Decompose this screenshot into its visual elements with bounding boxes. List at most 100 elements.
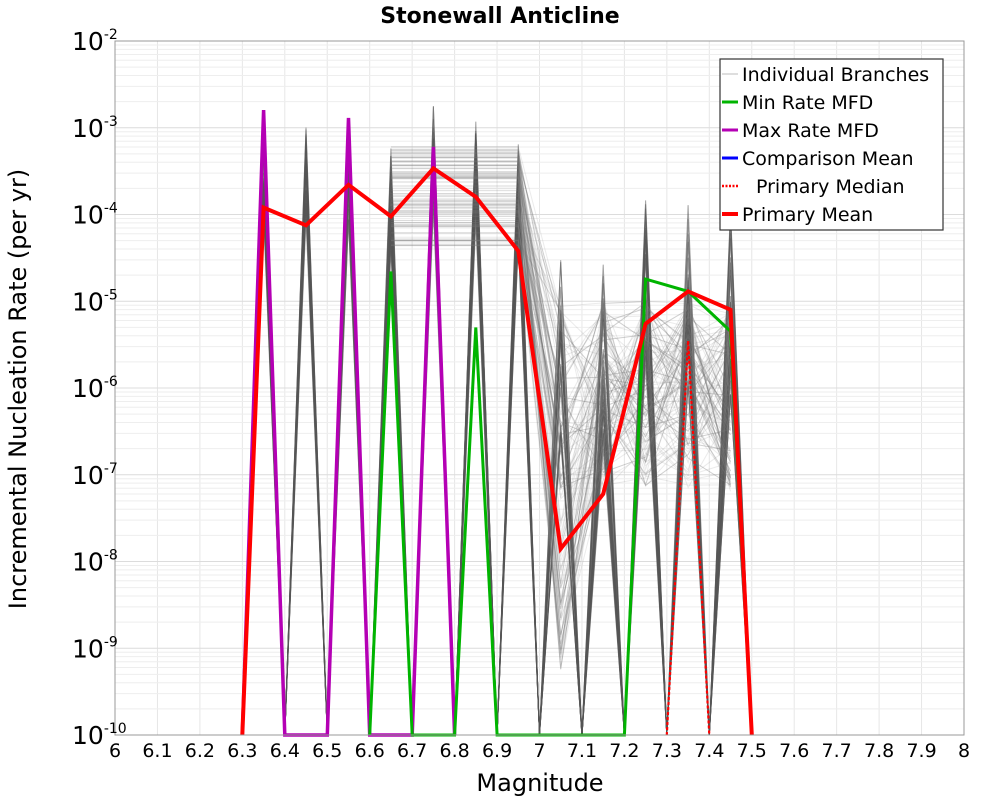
branch-connector-line [390, 161, 731, 491]
branch-connector-line [390, 204, 731, 464]
branch-spike-line [539, 310, 583, 736]
branch-connector-line [390, 226, 731, 419]
branch-connector-line [390, 210, 731, 459]
branch-connector-line [390, 156, 731, 668]
branch-connector-line [390, 199, 731, 638]
branch-connector-line [390, 185, 731, 636]
branch-connector-line [390, 167, 731, 524]
branch-connector-line [390, 236, 731, 452]
branch-connector-line [390, 244, 731, 570]
x-tick-label: 7.6 [779, 740, 809, 762]
x-tick-label: 7.2 [609, 740, 639, 762]
branch-connector-line [390, 232, 731, 407]
branch-connector-line [390, 193, 731, 603]
x-tick-label: 6.4 [270, 740, 300, 762]
branch-connector-line [390, 240, 731, 489]
legend-label-primary-median: Primary Median [756, 176, 905, 198]
y-tick-labels: 10-2 10-3 10-4 10-5 10-6 10-7 10-8 10-9 10-10 [72, 27, 127, 750]
x-tick-label: 8 [958, 740, 970, 762]
branch-spike-line [284, 159, 328, 736]
branch-connector-line [390, 155, 731, 472]
y-tick-label: 10-7 [72, 461, 118, 490]
branch-connector-line [390, 157, 731, 478]
x-tick-label: 6.1 [142, 740, 172, 762]
branch-connector-line [390, 212, 731, 445]
y-tick-label: 10-6 [72, 374, 118, 403]
legend-label-max-rate-mfd: Max Rate MFD [742, 120, 879, 142]
x-tick-label: 6.7 [397, 740, 427, 762]
branch-connector-line [390, 149, 731, 440]
branch-connector-line [390, 239, 731, 645]
branch-spike-line [666, 234, 710, 736]
x-axis-label: Magnitude [476, 769, 603, 797]
branch-connector-line [390, 147, 731, 491]
y-tick-label: 10-4 [72, 201, 118, 230]
x-tick-label: 6.6 [355, 740, 385, 762]
branch-connector-line [390, 171, 731, 415]
chart-title: Stonewall Anticline [380, 4, 619, 29]
branch-connector-line [390, 165, 731, 435]
series-layer [240, 109, 754, 737]
branch-connector-line [390, 245, 731, 527]
y-tick-label: 10-3 [72, 114, 118, 143]
branch-spike-line [369, 171, 413, 736]
branch-connector-line [390, 181, 731, 573]
branch-connector-line [390, 174, 731, 484]
legend-label-individual-branches: Individual Branches [742, 64, 929, 86]
x-tick-label: 6.9 [482, 740, 512, 762]
branch-connector-line [390, 148, 731, 501]
x-tick-label: 7 [533, 740, 545, 762]
branch-connector-line [390, 206, 731, 535]
y-tick-label: 10-10 [72, 721, 127, 750]
branch-connector-line [390, 181, 731, 452]
branch-connector-line [390, 221, 731, 493]
branch-connector-line [390, 211, 731, 478]
branch-connector-line [390, 242, 731, 557]
branch-connector-line [390, 195, 731, 661]
y-tick-label: 10-2 [72, 27, 118, 56]
legend: Individual Branches Min Rate MFD Max Rate … [719, 58, 944, 231]
series-line-primary-mean [240, 165, 754, 736]
legend-box [719, 58, 944, 231]
branch-connector-line [390, 161, 731, 670]
branch-connector-line [390, 225, 731, 486]
branch-connector-line [390, 197, 731, 456]
branch-connector-line [390, 207, 731, 589]
y-tick-label: 10-9 [72, 634, 118, 663]
x-tick-label: 6.3 [227, 740, 257, 762]
branch-connector-line [390, 213, 731, 476]
series-line-max-rate-mfd [240, 109, 457, 737]
branch-connector-line [390, 185, 731, 427]
branch-connector-line [390, 225, 731, 488]
branch-connector-line [390, 240, 731, 432]
x-tick-labels: 6 6.1 6.2 6.3 6.4 6.5 6.6 6.7 6.8 6.9 7 7.1 7.2 7.3 7.… [109, 740, 970, 762]
branch-connector-line [390, 157, 731, 462]
branch-connector-line [390, 219, 731, 622]
legend-label-comparison-mean: Comparison Mean [742, 148, 914, 170]
branch-connector-line [390, 199, 731, 562]
branch-connector-line [390, 203, 731, 463]
y-tick-label: 10-5 [72, 287, 118, 316]
branch-connector-line [390, 220, 731, 658]
branch-connector-line [390, 164, 731, 440]
branch-connector-line [390, 160, 731, 428]
branch-connector-line [390, 146, 731, 492]
x-tick-label: 7.9 [906, 740, 936, 762]
branch-connector-line [390, 244, 731, 651]
branch-connector-line [390, 152, 731, 669]
branch-connector-line [390, 205, 731, 584]
branch-connector-line [390, 240, 731, 481]
branch-spike-line [496, 192, 540, 736]
branch-connector-line [390, 195, 731, 654]
branch-connector-line [390, 222, 731, 604]
branch-connector-line [390, 173, 731, 655]
branch-connector-line [390, 189, 731, 621]
branch-connector-line [390, 240, 731, 480]
x-tick-label: 7.5 [737, 740, 767, 762]
branch-spike-line [581, 311, 625, 736]
x-tick-label: 7.3 [652, 740, 682, 762]
branch-connector-line [390, 164, 731, 487]
legend-label-primary-mean: Primary Mean [742, 204, 873, 226]
branch-connector-line [390, 171, 731, 498]
